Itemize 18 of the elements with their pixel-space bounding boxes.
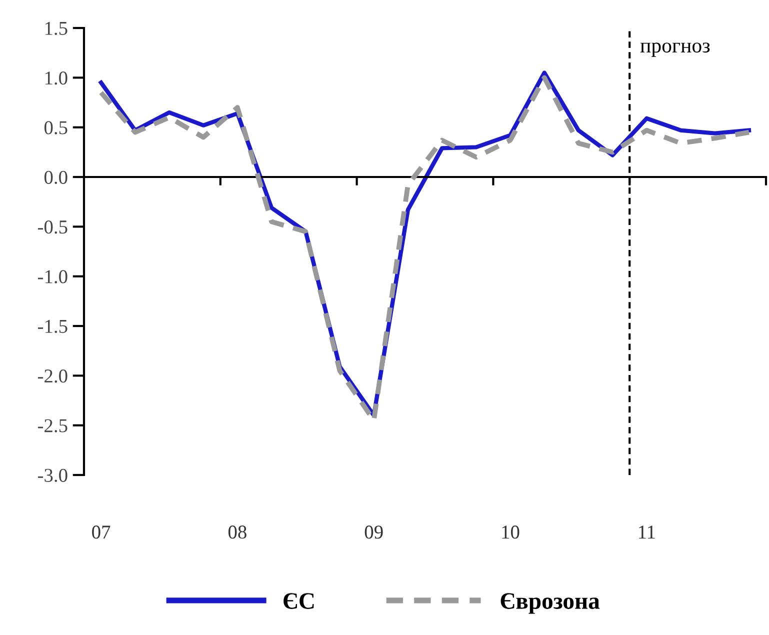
x-tick-label: 11	[639, 526, 655, 538]
legend-label: Єврозона	[500, 593, 600, 614]
x-tick-label: 08	[228, 526, 246, 539]
y-tick-label: 0.5	[44, 121, 68, 134]
ref-line-label: прогноз	[640, 42, 710, 57]
y-tick-label: 0.0	[44, 170, 68, 184]
y-tick-label: -2.5	[38, 419, 68, 432]
y-tick-label: -1.0	[38, 270, 68, 284]
x-tick-label: 10	[502, 526, 520, 539]
y-tick-label: -3.0	[38, 468, 68, 482]
legend-label: ЄС	[284, 593, 314, 609]
y-tick-label: 1.0	[45, 71, 68, 85]
y-tick-label: -2.0	[38, 369, 68, 383]
y-tick-label: 1.5	[45, 22, 68, 36]
y-tick-label: -0.5	[38, 220, 68, 234]
y-tick-label: -1.5	[38, 320, 68, 334]
x-tick-label: 07	[92, 526, 110, 539]
x-tick-label: 09	[364, 526, 383, 539]
